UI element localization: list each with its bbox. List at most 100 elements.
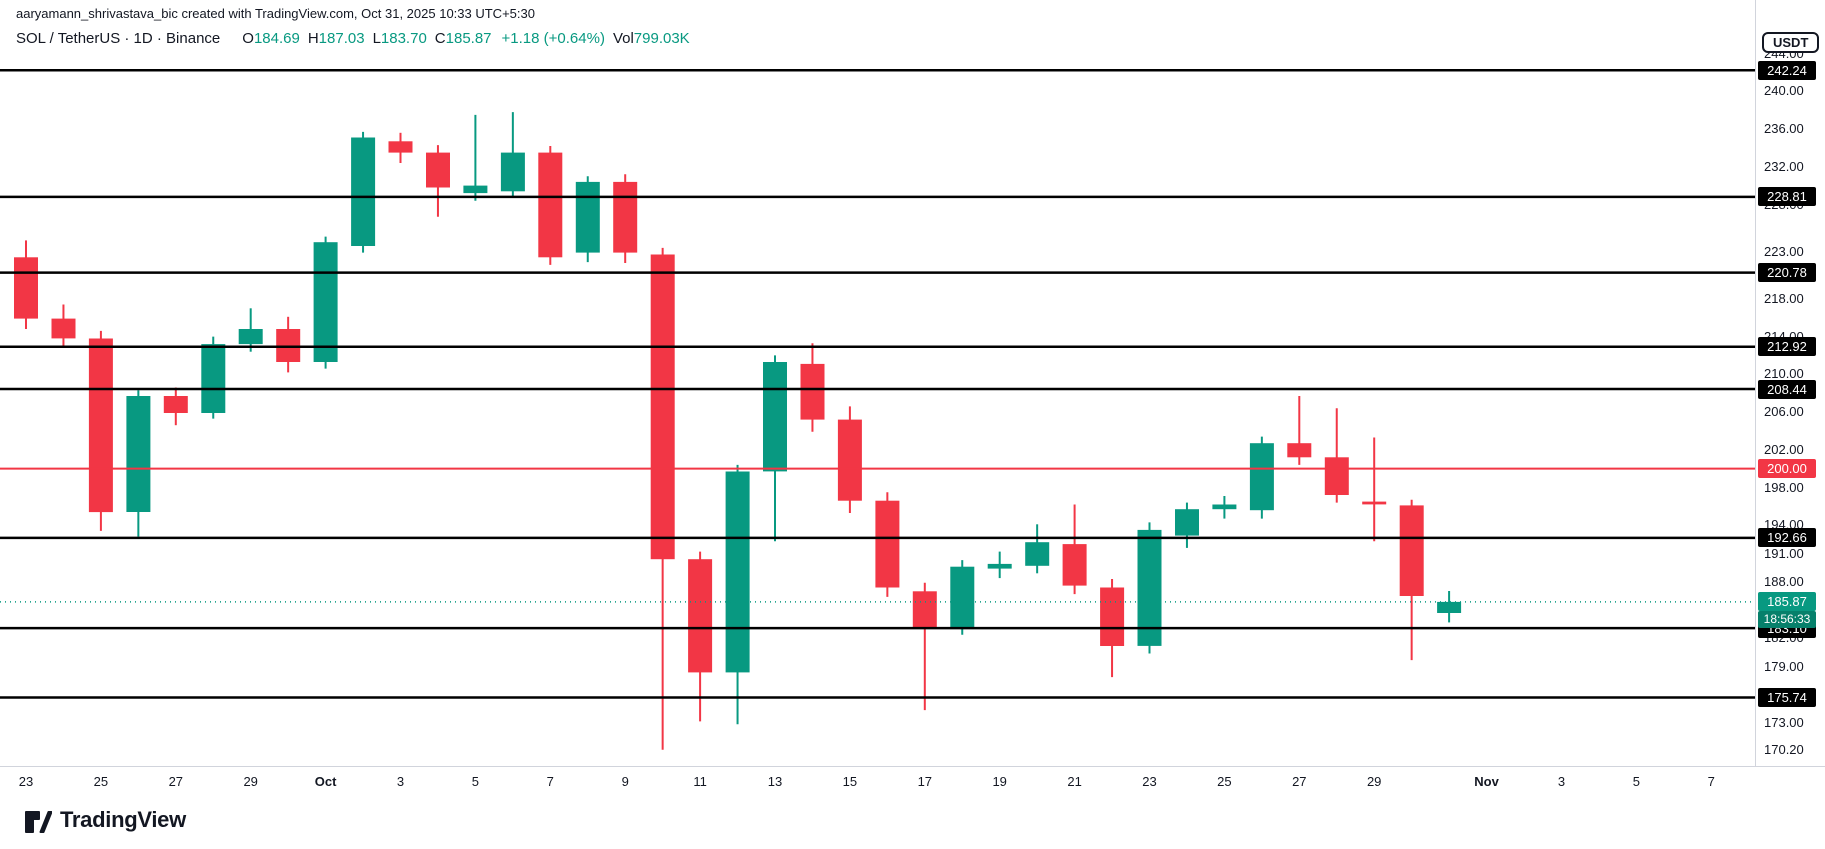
time-tick-label: 15: [842, 774, 858, 789]
candle-body: [351, 137, 376, 246]
time-tick-label: 3: [396, 774, 405, 789]
candle-body: [875, 500, 900, 588]
candle-body: [725, 471, 750, 673]
open-label: O: [242, 30, 254, 47]
candle-body: [987, 563, 1012, 569]
symbol-title[interactable]: SOL / TetherUS · 1D · Binance: [16, 30, 221, 47]
tradingview-logo[interactable]: TradingView: [24, 806, 186, 834]
time-tick-label: 23: [18, 774, 34, 789]
candle-body: [688, 559, 713, 673]
price-tick-label: 240.00: [1764, 83, 1804, 99]
candle-body: [1249, 443, 1274, 511]
price-tick-label: 206.00: [1764, 404, 1804, 420]
price-axis[interactable]: 244.00240.00236.00232.00228.00223.00218.…: [1755, 0, 1825, 766]
time-axis[interactable]: 23 25 27 29 Oct 3 5 7 9 11 13 15 17 19 21 23 25 27 29 Nov 3 5…: [0, 766, 1825, 805]
price-tick-label: 223.00: [1764, 243, 1804, 259]
time-tick-label: 19: [992, 774, 1007, 789]
candle-body: [1362, 501, 1387, 505]
candle-body: [500, 152, 525, 192]
candle-body: [1175, 509, 1199, 536]
high-value: 187.03: [318, 30, 365, 47]
high-label: H: [307, 30, 319, 47]
currency-toggle-button[interactable]: USDT: [1762, 32, 1820, 53]
price-tick-label: 198.00: [1764, 479, 1804, 495]
candle-body: [276, 329, 301, 362]
candle-body: [763, 362, 787, 472]
candle-body: [88, 338, 113, 513]
candle-body: [1324, 457, 1349, 495]
last-price-badge: 185.87: [1758, 592, 1816, 612]
candle-body: [51, 318, 76, 339]
candle-body: [126, 396, 151, 512]
tradingview-logo-icon: [24, 806, 52, 834]
candle-body: [238, 329, 263, 345]
candle-body: [538, 152, 563, 258]
price-tick-label: 218.00: [1764, 290, 1804, 306]
volume-label: Vol: [612, 30, 634, 47]
candle-body: [313, 242, 338, 362]
low-value: 183.70: [380, 30, 427, 47]
price-tick-label: 210.00: [1764, 366, 1804, 382]
time-tick-label: 11: [693, 774, 707, 789]
time-tick-label: Nov: [1474, 774, 1499, 789]
time-tick-label: 29: [1366, 774, 1382, 789]
price-tick-label: 188.00: [1764, 573, 1804, 589]
price-level-badge: 242.24: [1758, 60, 1816, 80]
open-value: 184.69: [253, 30, 300, 47]
candle-body: [1025, 542, 1050, 566]
time-tick-label: 27: [1292, 774, 1307, 789]
close-label: C: [434, 30, 446, 47]
price-level-badge: 212.92: [1758, 337, 1816, 357]
volume-value: 799.03K: [633, 30, 690, 47]
candle-body: [613, 181, 638, 253]
price-tick-label: 170.20: [1764, 741, 1804, 757]
time-tick-label: 23: [1142, 774, 1157, 789]
price-tick-label: 173.00: [1764, 715, 1804, 731]
candle-body: [800, 363, 825, 420]
candle-body: [426, 152, 450, 188]
close-value: 185.87: [445, 30, 492, 47]
price-tick-label: 236.00: [1764, 121, 1804, 137]
candle-body: [912, 591, 937, 629]
time-tick-label: 7: [1707, 774, 1715, 789]
candle-body: [14, 257, 38, 319]
time-tick-label: 7: [546, 774, 554, 789]
price-level-badge: 228.81: [1758, 187, 1816, 207]
change-value: +1.18 (+0.64%): [501, 30, 605, 47]
price-level-badge: 220.78: [1758, 263, 1816, 283]
candle-body: [1062, 544, 1087, 586]
time-tick-label: 5: [471, 774, 480, 789]
time-tick-label: 21: [1067, 774, 1082, 789]
candle-body: [837, 419, 862, 501]
candle-body: [650, 254, 675, 560]
time-tick-label: 29: [243, 774, 258, 789]
price-level-badge: 208.44: [1758, 379, 1816, 399]
candle-body: [1399, 505, 1424, 596]
time-tick-label: 25: [1217, 774, 1232, 789]
price-level-badge: 175.74: [1758, 687, 1816, 707]
time-tick-label: 27: [168, 774, 184, 789]
candle-body: [163, 396, 188, 413]
time-tick-label: 25: [93, 774, 109, 789]
candle-body: [1100, 587, 1125, 646]
price-level-badge: 200.00: [1758, 459, 1816, 479]
candle-body: [1287, 443, 1312, 458]
low-label: L: [372, 30, 381, 47]
price-tick-label: 179.00: [1764, 658, 1804, 674]
candle-body: [950, 566, 975, 628]
time-tick-label: 9: [621, 774, 629, 789]
price-tick-label: 232.00: [1764, 158, 1804, 174]
tradingview-logo-text: TradingView: [60, 807, 186, 832]
candle-body: [388, 141, 413, 153]
candle-body: [1437, 601, 1462, 613]
candle-body: [463, 185, 488, 194]
time-tick-label: 3: [1557, 774, 1566, 789]
candle-body: [201, 344, 226, 413]
time-tick-label: 17: [917, 774, 933, 789]
candle-body: [1137, 529, 1162, 646]
bar-countdown-badge: 18:56:33: [1758, 611, 1816, 629]
candle-body: [1212, 504, 1237, 510]
price-tick-label: 191.00: [1764, 545, 1804, 561]
